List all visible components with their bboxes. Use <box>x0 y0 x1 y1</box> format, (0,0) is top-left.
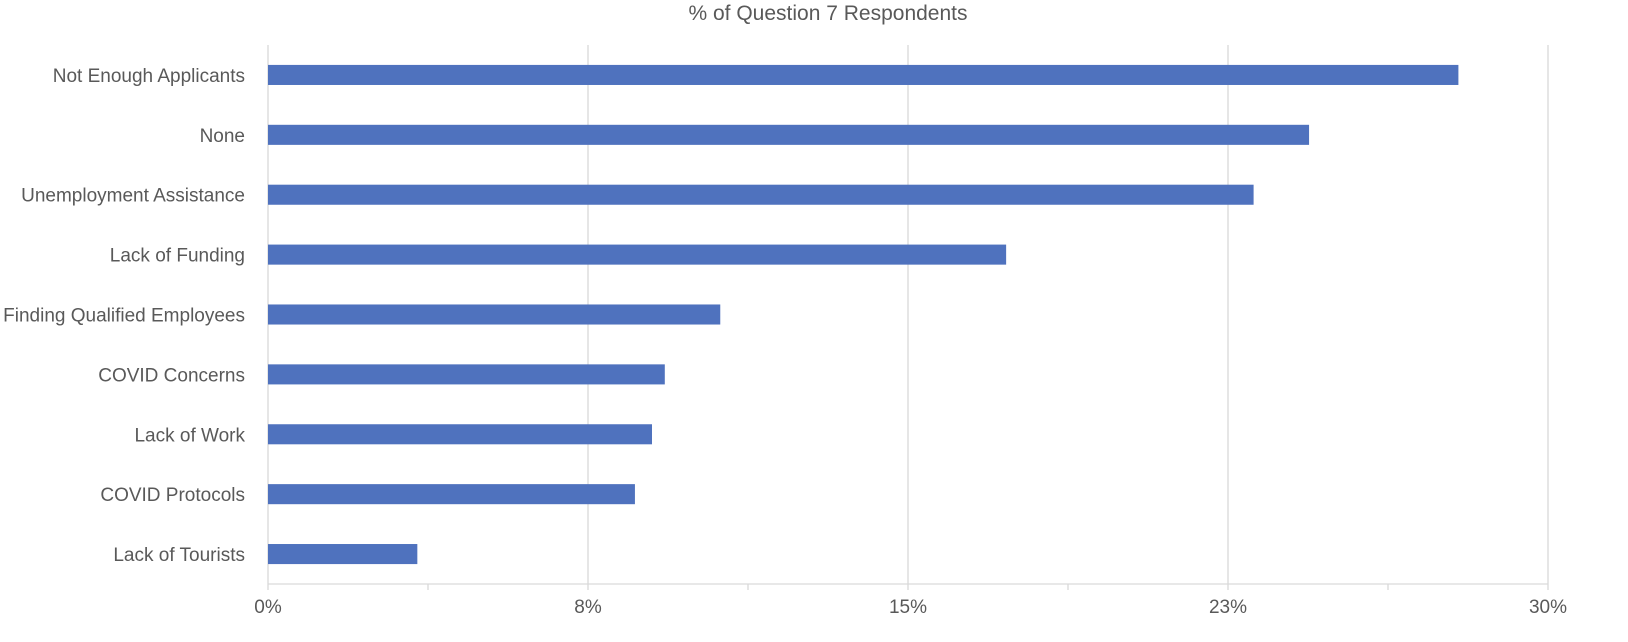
x-tick-label: 8% <box>574 597 602 618</box>
category-label: Lack of Funding <box>110 246 245 267</box>
bars <box>268 64 1459 565</box>
x-tick-label: 30% <box>1529 597 1567 618</box>
bar <box>268 424 652 445</box>
category-labels: Not Enough Applicants None Unemployment As… <box>3 66 245 566</box>
bar <box>268 484 635 505</box>
bar <box>268 364 665 385</box>
category-label: Unemployment Assistance <box>21 186 245 207</box>
x-tick-label: 15% <box>889 597 927 618</box>
chart-title: % of Question 7 Respondents <box>688 2 967 25</box>
bar <box>268 544 418 565</box>
category-label: COVID Protocols <box>100 485 245 506</box>
category-label: Finding Qualified Employees <box>3 306 245 327</box>
category-label: None <box>200 126 245 147</box>
category-label: COVID Concerns <box>98 365 245 386</box>
bar <box>268 124 1310 145</box>
category-label: Lack of Tourists <box>113 545 245 566</box>
x-tick-label: 0% <box>254 597 282 618</box>
category-label: Not Enough Applicants <box>53 66 245 87</box>
bar <box>268 64 1459 85</box>
bar <box>268 304 721 325</box>
x-tick-label: 23% <box>1209 597 1247 618</box>
bar <box>268 244 1007 265</box>
category-label: Lack of Work <box>134 425 245 446</box>
bar <box>268 184 1254 205</box>
x-tick-labels: 0% 8% 15% 23% 30% <box>254 597 1567 618</box>
